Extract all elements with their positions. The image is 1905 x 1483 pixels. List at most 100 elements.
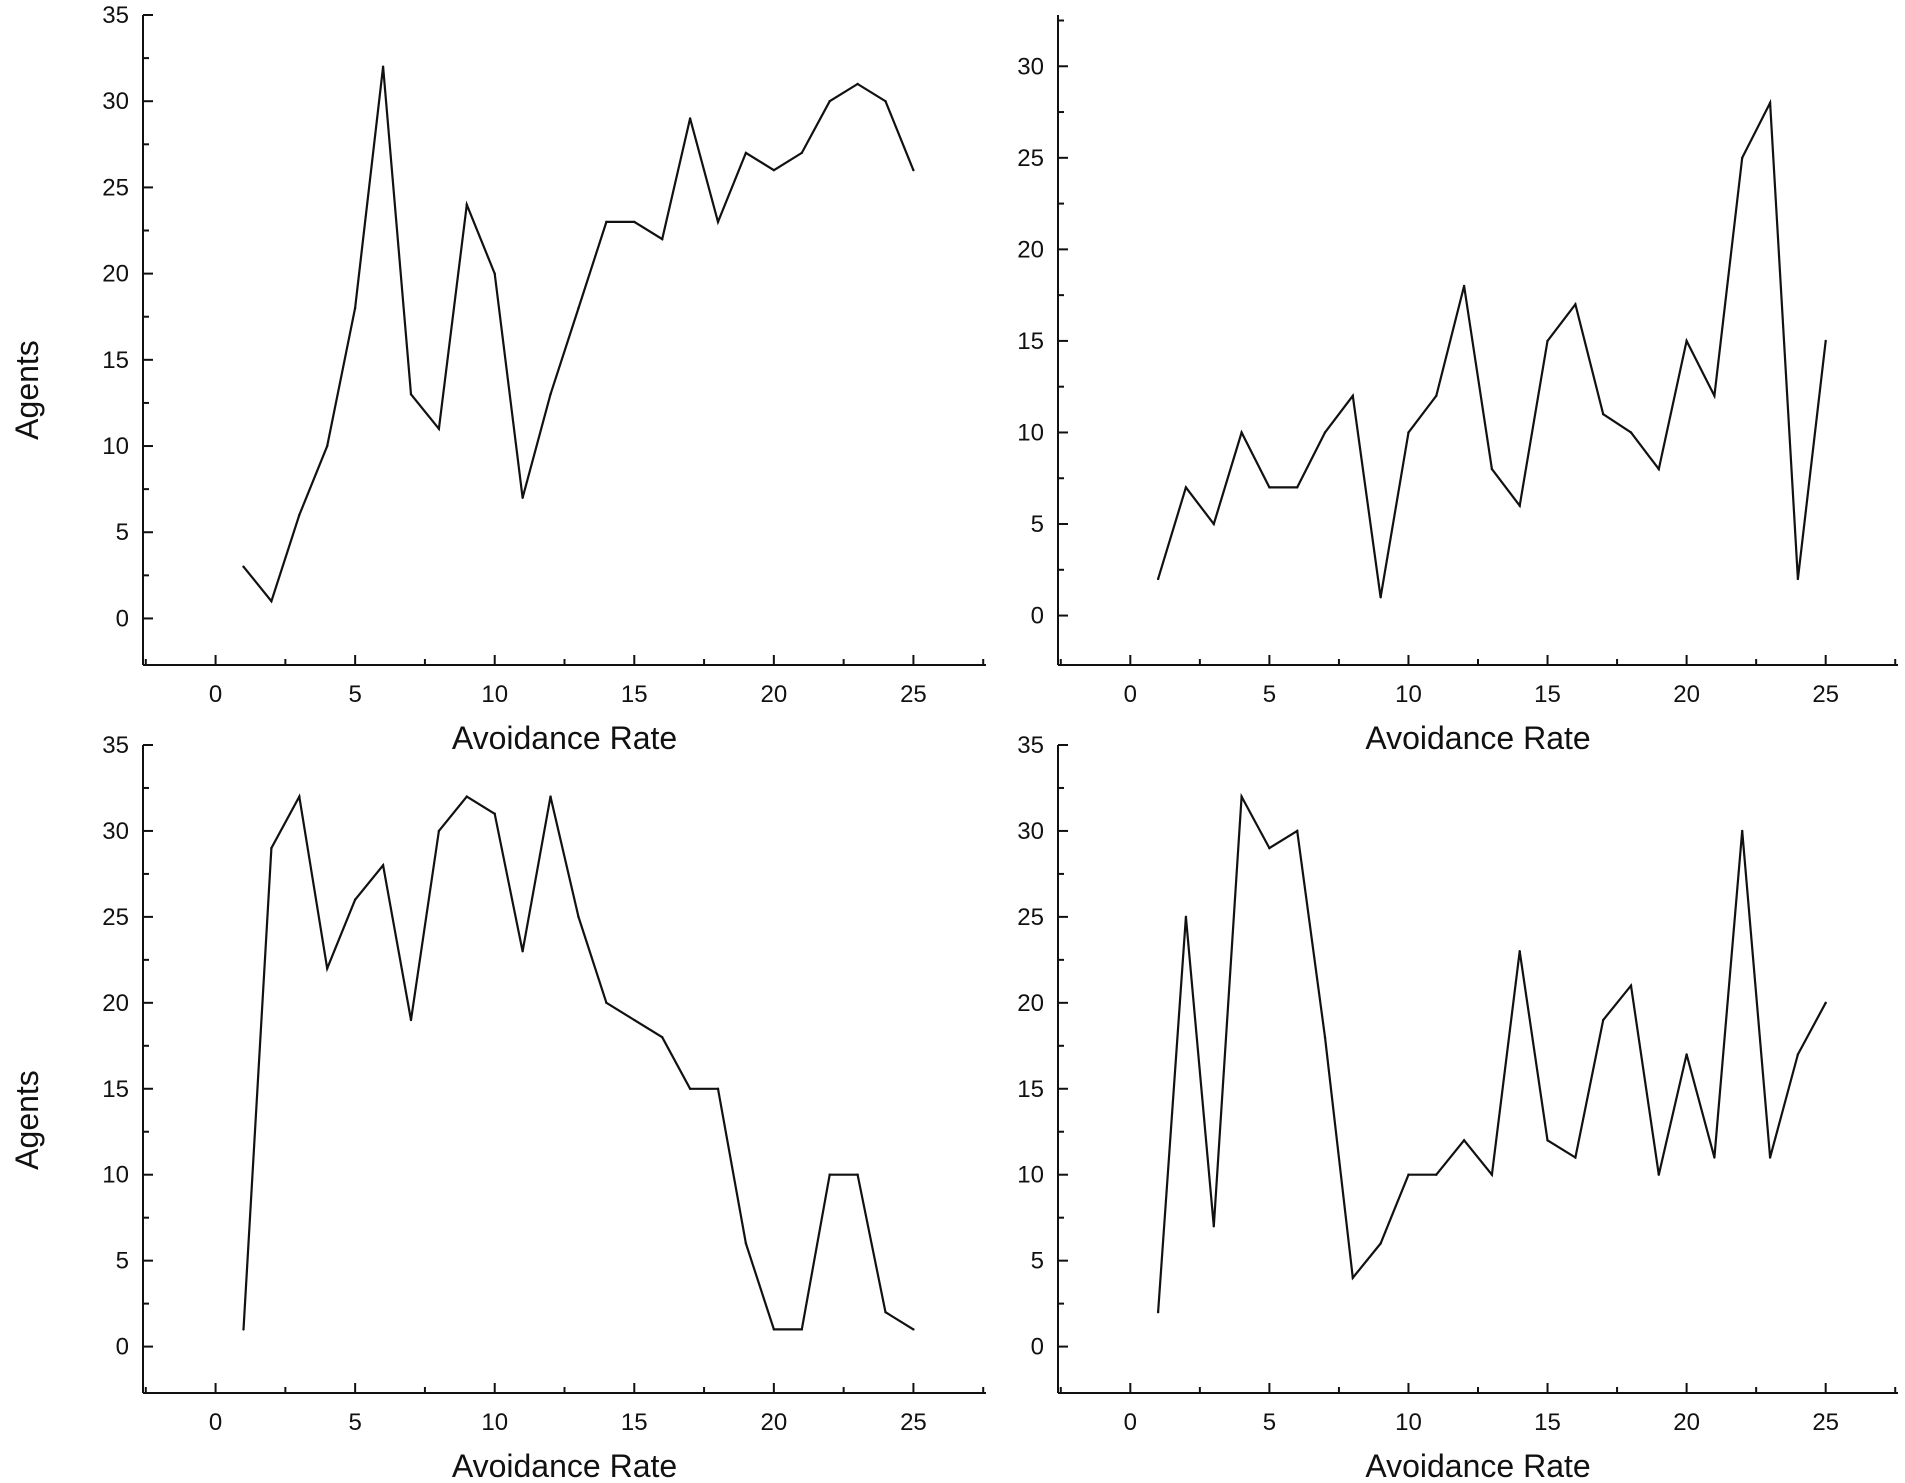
y-tick-label: 5	[1031, 1248, 1044, 1275]
x-axis-label: Avoidance Rate	[1365, 1448, 1590, 1483]
y-tick-label: 0	[1031, 603, 1044, 630]
data-point	[1546, 339, 1549, 343]
data-point	[1435, 1173, 1438, 1176]
y-tick-label: 20	[1017, 236, 1044, 263]
chart-panel-top-right: 0 5 10 15 20 25 30 0 5 10 15 20 25 Avoidance Rate	[1017, 15, 1898, 756]
x-tick-label: 5	[1263, 681, 1276, 708]
data-point	[1351, 394, 1355, 398]
data-point	[1323, 431, 1327, 434]
data-point	[465, 795, 469, 798]
data-point	[1824, 339, 1827, 343]
y-axis-label: Agents	[9, 1070, 45, 1170]
data-point	[660, 1036, 664, 1039]
x-tick-label: 10	[1395, 681, 1422, 708]
data-point	[716, 220, 720, 224]
x-tick-label: 0	[1124, 1409, 1137, 1436]
data-point	[1240, 795, 1243, 798]
data-point	[1601, 1018, 1605, 1022]
y-tick-label: 0	[116, 1334, 129, 1361]
y-tick-label: 5	[1031, 511, 1044, 538]
data-point	[1574, 1156, 1577, 1159]
data-point	[912, 168, 915, 172]
data-point	[493, 272, 496, 275]
x-tick-label: 0	[209, 681, 222, 708]
x-tick-label: 5	[348, 1409, 361, 1436]
y-tick-label: 10	[1017, 419, 1044, 446]
data-point	[521, 950, 524, 953]
y-tick-label: 25	[1017, 145, 1044, 172]
data-point	[1685, 339, 1688, 343]
x-tick-label: 25	[1812, 1409, 1839, 1436]
x-tick-label: 10	[481, 1409, 508, 1436]
data-point	[800, 1328, 803, 1331]
data-point	[1713, 394, 1716, 398]
data-point	[1296, 486, 1299, 489]
y-tick-label: 35	[102, 732, 129, 759]
data-point	[1741, 156, 1744, 160]
data-point	[409, 393, 413, 396]
y-tick-label: 30	[102, 818, 129, 845]
x-tick-label: 5	[348, 681, 361, 708]
data-point	[326, 967, 329, 970]
y-tick-label: 0	[116, 605, 129, 632]
series-line	[1157, 792, 1827, 1313]
data-point	[298, 513, 301, 517]
y-tick-label: 15	[102, 1076, 129, 1103]
series-line	[242, 793, 914, 1331]
data-point	[1323, 1036, 1327, 1039]
x-tick-label: 20	[761, 1409, 788, 1436]
data-point	[577, 915, 580, 919]
data-point	[381, 864, 385, 867]
data-point	[828, 100, 831, 103]
x-tick-label: 0	[1124, 681, 1137, 708]
data-point	[633, 220, 636, 224]
data-point	[633, 1018, 636, 1022]
data-point	[1462, 1139, 1466, 1142]
data-point	[1462, 284, 1466, 288]
data-point	[856, 1173, 859, 1176]
data-point	[1685, 1053, 1688, 1056]
data-point	[688, 117, 692, 120]
data-point	[1796, 1053, 1800, 1056]
series-line	[242, 66, 915, 604]
data-point	[1490, 467, 1494, 471]
data-point	[577, 306, 580, 310]
data-point	[549, 795, 552, 798]
y-tick-label: 30	[1017, 53, 1044, 80]
x-axis-label: Avoidance Rate	[452, 720, 677, 756]
data-point	[353, 306, 357, 310]
data-point	[772, 168, 776, 172]
data-point	[270, 846, 273, 850]
x-tick-label: 0	[209, 1409, 222, 1436]
y-tick-label: 25	[1017, 904, 1044, 931]
y-axis-label: Agents	[9, 340, 45, 440]
data-point	[884, 1311, 887, 1314]
y-tick-label: 25	[102, 904, 129, 931]
y-tick-label: 35	[1017, 732, 1044, 759]
x-tick-label: 20	[1673, 1409, 1700, 1436]
data-point	[1629, 984, 1633, 987]
data-point	[298, 795, 301, 798]
x-tick-label: 15	[621, 681, 648, 708]
data-point	[1796, 577, 1800, 581]
data-point	[1657, 467, 1660, 471]
data-point	[270, 600, 273, 603]
x-tick-label: 15	[1534, 681, 1561, 708]
data-point	[465, 203, 469, 206]
x-tick-label: 25	[1812, 681, 1839, 708]
y-tick-label: 0	[1031, 1334, 1044, 1361]
data-point	[744, 1242, 748, 1245]
data-point	[828, 1173, 831, 1176]
data-point	[688, 1087, 692, 1090]
data-point	[1351, 1276, 1355, 1280]
data-point	[353, 898, 357, 901]
y-tick-label: 15	[1017, 1076, 1044, 1103]
data-point	[1490, 1173, 1494, 1176]
x-tick-label: 25	[900, 681, 927, 708]
data-point	[1156, 577, 1160, 581]
data-point	[1268, 846, 1271, 850]
data-point	[1574, 303, 1577, 306]
data-point	[1518, 504, 1521, 507]
y-tick-label: 35	[102, 2, 129, 29]
